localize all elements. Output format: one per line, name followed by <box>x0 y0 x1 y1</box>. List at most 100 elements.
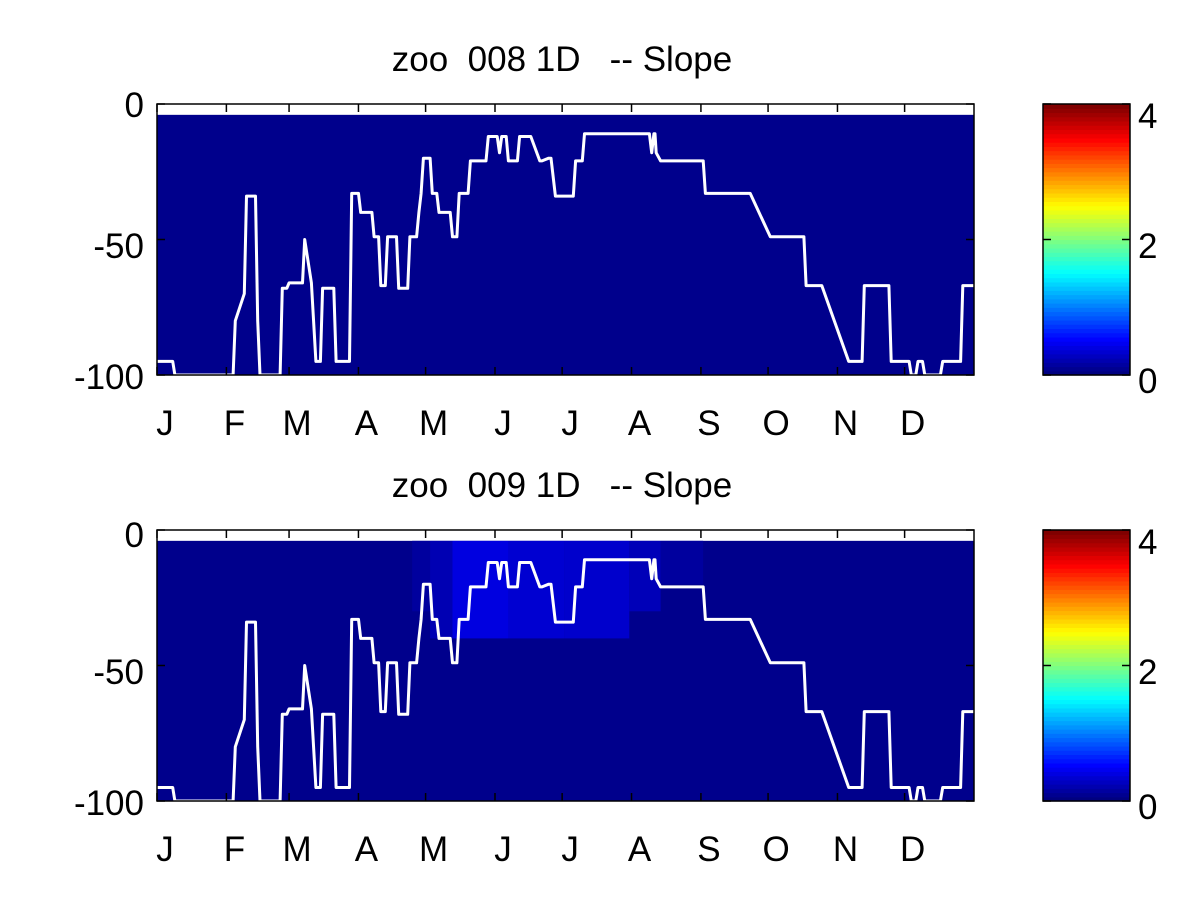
colorbar-swatch <box>1043 243 1130 249</box>
colorbar-swatch <box>1043 623 1130 628</box>
colorbar-swatch <box>1043 303 1130 308</box>
colorbar-swatch <box>1043 197 1130 202</box>
colorbar-swatch <box>1043 601 1130 607</box>
colorbar-swatch <box>1043 192 1130 198</box>
y-tick-label: -50 <box>93 227 144 266</box>
x-tick-label: D <box>900 830 925 869</box>
colorbar-swatch <box>1043 631 1130 637</box>
colorbar-swatch <box>1043 116 1130 122</box>
chart-title: zoo 008 1D -- Slope <box>392 40 732 79</box>
colorbar-tick-label: 2 <box>1138 227 1157 266</box>
colorbar-swatch <box>1043 175 1130 181</box>
colorbar-swatch <box>1043 538 1130 544</box>
colorbar-swatch <box>1043 112 1130 118</box>
colorbar-swatch <box>1043 792 1130 798</box>
colorbar-swatch <box>1043 129 1130 135</box>
y-tick-label: -100 <box>74 358 144 397</box>
x-tick-label: J <box>561 404 579 443</box>
colorbar-swatch <box>1043 260 1130 266</box>
colorbar-swatch <box>1043 563 1130 569</box>
colorbar-tick-label: 0 <box>1138 788 1157 827</box>
colorbar-swatch <box>1043 593 1130 599</box>
colorbar-swatch <box>1043 353 1130 359</box>
colorbar-swatch <box>1043 120 1130 126</box>
colorbar <box>1042 529 1131 802</box>
colorbar-swatch <box>1043 290 1130 296</box>
colorbar-swatch <box>1043 239 1130 245</box>
colorbar-swatch <box>1043 737 1130 743</box>
colorbar-swatch <box>1043 332 1130 338</box>
colorbar-swatch <box>1043 576 1130 582</box>
colorbar-swatch <box>1043 589 1130 595</box>
colorbar-swatch <box>1043 298 1130 304</box>
x-tick-label: M <box>419 830 448 869</box>
colorbar-swatch <box>1043 559 1130 565</box>
colorbar-swatch <box>1043 758 1130 764</box>
x-tick-label: A <box>355 830 379 869</box>
colorbar-swatch <box>1043 703 1130 709</box>
colorbar-swatch <box>1043 754 1130 760</box>
colorbar-swatch <box>1043 256 1130 262</box>
colorbar-swatch <box>1043 640 1130 645</box>
colorbar-swatch <box>1043 546 1130 552</box>
colorbar-swatch <box>1043 370 1130 376</box>
y-tick-label: -50 <box>93 653 144 692</box>
colorbar-swatch <box>1043 362 1130 368</box>
colorbar-swatch <box>1043 188 1130 194</box>
colorbar-swatch <box>1043 252 1130 258</box>
colorbar-swatch <box>1043 745 1130 751</box>
colorbar-tick-label: 4 <box>1138 97 1157 136</box>
colorbar-swatch <box>1043 729 1130 734</box>
colorbar-swatch <box>1043 264 1130 270</box>
x-tick-label: M <box>282 404 311 443</box>
x-tick-label: D <box>900 404 925 443</box>
colorbar-swatch <box>1043 137 1130 143</box>
x-tick-label: J <box>561 830 579 869</box>
x-tick-label: A <box>628 404 652 443</box>
colorbar-swatch <box>1043 784 1130 789</box>
plot-area <box>156 529 975 803</box>
colorbar-swatch <box>1043 286 1130 291</box>
x-tick-label: S <box>697 404 720 443</box>
colorbar-swatch <box>1043 345 1130 351</box>
colorbar-swatch <box>1043 678 1130 684</box>
colorbar-swatch <box>1043 154 1130 160</box>
colorbar <box>1042 103 1131 376</box>
colorbar-swatch <box>1043 133 1130 139</box>
colorbar-swatch <box>1043 707 1130 713</box>
x-tick-label: J <box>156 830 174 869</box>
x-tick-label: F <box>224 404 245 443</box>
colorbar-swatch <box>1043 775 1130 781</box>
colorbar-swatch <box>1043 366 1130 372</box>
colorbar-swatch <box>1043 597 1130 603</box>
colorbar-swatch <box>1043 167 1130 173</box>
colorbar-swatch <box>1043 712 1130 717</box>
colorbar-swatch <box>1043 328 1130 334</box>
colorbar-swatch <box>1043 281 1130 287</box>
colorbar-swatch <box>1043 580 1130 586</box>
colorbar-swatch <box>1043 771 1130 777</box>
colorbar-tick-label: 4 <box>1138 523 1157 562</box>
colorbar-swatch <box>1043 218 1130 224</box>
colorbar-swatch <box>1043 534 1130 540</box>
colorbar-swatch <box>1043 349 1130 355</box>
colorbar-swatch <box>1043 618 1130 624</box>
x-tick-label: M <box>282 830 311 869</box>
colorbar-swatch <box>1043 324 1130 330</box>
colorbar-swatch <box>1043 180 1130 186</box>
colorbar-swatch <box>1043 699 1130 705</box>
plot-area <box>156 103 975 377</box>
colorbar-swatch <box>1043 673 1130 679</box>
colorbar-swatch <box>1043 222 1130 228</box>
colorbar-swatch <box>1043 635 1130 641</box>
heatmap-cell <box>452 540 509 639</box>
x-tick-label: O <box>762 404 789 443</box>
colorbar-swatch <box>1043 209 1130 215</box>
heatmap-cell <box>660 540 704 585</box>
colorbar-swatch <box>1043 690 1130 696</box>
series-line <box>157 558 974 803</box>
colorbar-swatch <box>1043 682 1130 688</box>
